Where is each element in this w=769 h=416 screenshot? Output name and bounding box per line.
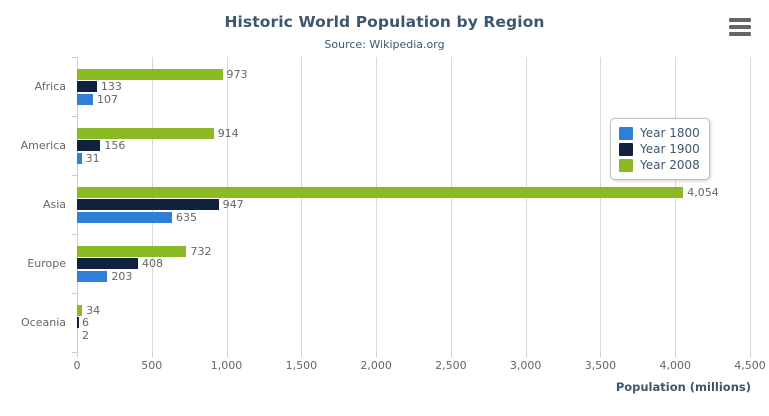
bar-europe-year-1900[interactable] xyxy=(77,258,139,269)
bar-america-year-1800[interactable] xyxy=(77,152,82,164)
x-tick-mark xyxy=(450,352,452,357)
x-tick-label: 500 xyxy=(141,359,163,372)
x-tick-mark xyxy=(77,352,78,357)
bar-europe-year-1800[interactable] xyxy=(77,270,108,282)
bar-value-label: 31 xyxy=(85,151,100,165)
legend-label-1800: Year 1800 xyxy=(640,126,700,140)
x-tick-mark xyxy=(750,352,751,357)
y-tick-mark xyxy=(72,116,77,117)
legend-item[interactable]: Year 2008 xyxy=(619,157,700,173)
bar-africa-year-1800[interactable] xyxy=(77,93,93,105)
x-tick-mark xyxy=(675,352,677,357)
y-tick-mark xyxy=(72,234,77,235)
legend-swatch-2008 xyxy=(619,158,633,172)
bar-africa-year-2008[interactable] xyxy=(77,68,223,80)
x-tick-mark xyxy=(226,352,228,357)
gridline xyxy=(675,57,677,352)
category-label-oceania: Oceania xyxy=(21,315,66,329)
category-label-america: America xyxy=(20,138,66,152)
gridline xyxy=(525,57,527,352)
bar-value-label: 947 xyxy=(222,198,244,211)
x-tick-mark xyxy=(151,352,153,357)
bar-oceania-year-2008[interactable] xyxy=(77,304,83,316)
hamburger-menu-icon[interactable] xyxy=(729,18,751,36)
bar-asia-year-1800[interactable] xyxy=(77,211,172,223)
legend-swatch-1900 xyxy=(619,142,633,156)
category-label-europe: Europe xyxy=(27,256,66,270)
category-label-asia: Asia xyxy=(42,197,66,211)
x-tick-label: 1,500 xyxy=(285,359,318,372)
bar-oceania-year-1900[interactable] xyxy=(77,317,79,328)
bar-africa-year-1900[interactable] xyxy=(77,81,97,92)
legend-label-1900: Year 1900 xyxy=(640,142,700,156)
bar-value-label: 973 xyxy=(226,67,248,81)
x-tick-label: 4,500 xyxy=(734,359,766,372)
chart-subtitle: Source: Wikipedia.org xyxy=(324,38,445,51)
bar-value-label: 732 xyxy=(190,244,212,258)
x-tick-label: 2,500 xyxy=(435,359,467,372)
y-tick-mark xyxy=(72,57,77,58)
y-tick-mark xyxy=(72,175,77,176)
gridline xyxy=(301,57,303,352)
y-tick-mark xyxy=(72,293,77,294)
bar-value-label: 34 xyxy=(86,303,101,317)
gridline xyxy=(376,57,378,352)
bar-value-label: 156 xyxy=(104,139,126,152)
hamburger-bar xyxy=(729,25,751,29)
bar-value-label: 203 xyxy=(111,269,133,283)
hamburger-bar xyxy=(729,32,751,36)
bar-asia-year-2008[interactable] xyxy=(77,186,684,198)
x-tick-mark xyxy=(525,352,527,357)
x-tick-mark xyxy=(600,352,602,357)
legend-item[interactable]: Year 1900 xyxy=(619,141,700,157)
x-tick-mark xyxy=(301,352,303,357)
bar-value-label: 107 xyxy=(97,92,118,106)
bar-asia-year-1900[interactable] xyxy=(77,199,219,210)
legend-swatch-1800 xyxy=(619,126,633,140)
bar-value-label: 2 xyxy=(82,328,89,342)
y-tick-mark xyxy=(72,352,77,353)
x-tick-label: 2,000 xyxy=(360,359,392,372)
x-tick-label: 3,000 xyxy=(509,359,542,372)
gridline xyxy=(226,57,228,352)
hamburger-bar xyxy=(729,18,751,22)
bar-value-label: 914 xyxy=(217,126,239,140)
bar-america-year-1900[interactable] xyxy=(77,140,101,151)
bar-value-label: 133 xyxy=(100,80,122,93)
bar-value-label: 635 xyxy=(175,210,197,224)
category-label-africa: Africa xyxy=(34,79,66,93)
x-tick-label: 3,500 xyxy=(584,359,617,372)
x-tick-label: 4,000 xyxy=(659,359,691,372)
bar-america-year-2008[interactable] xyxy=(77,127,214,139)
gridline xyxy=(450,57,452,352)
bar-europe-year-2008[interactable] xyxy=(77,245,187,257)
bar-value-label: 4,054 xyxy=(687,185,719,199)
legend-label-2008: Year 2008 xyxy=(640,158,700,172)
x-tick-label: 0 xyxy=(73,359,81,372)
x-tick-mark xyxy=(376,352,378,357)
gridline xyxy=(750,57,751,352)
x-axis-title: Population (millions) xyxy=(615,380,751,394)
bar-value-label: 408 xyxy=(142,257,164,270)
chart-legend[interactable]: Year 1800 Year 1900 Year 2008 xyxy=(610,118,710,180)
bar-value-label: 6 xyxy=(82,316,89,329)
gridline xyxy=(600,57,602,352)
chart-title: Historic World Population by Region xyxy=(224,13,545,31)
x-tick-label: 1,000 xyxy=(210,359,243,372)
legend-item[interactable]: Year 1800 xyxy=(619,125,700,141)
